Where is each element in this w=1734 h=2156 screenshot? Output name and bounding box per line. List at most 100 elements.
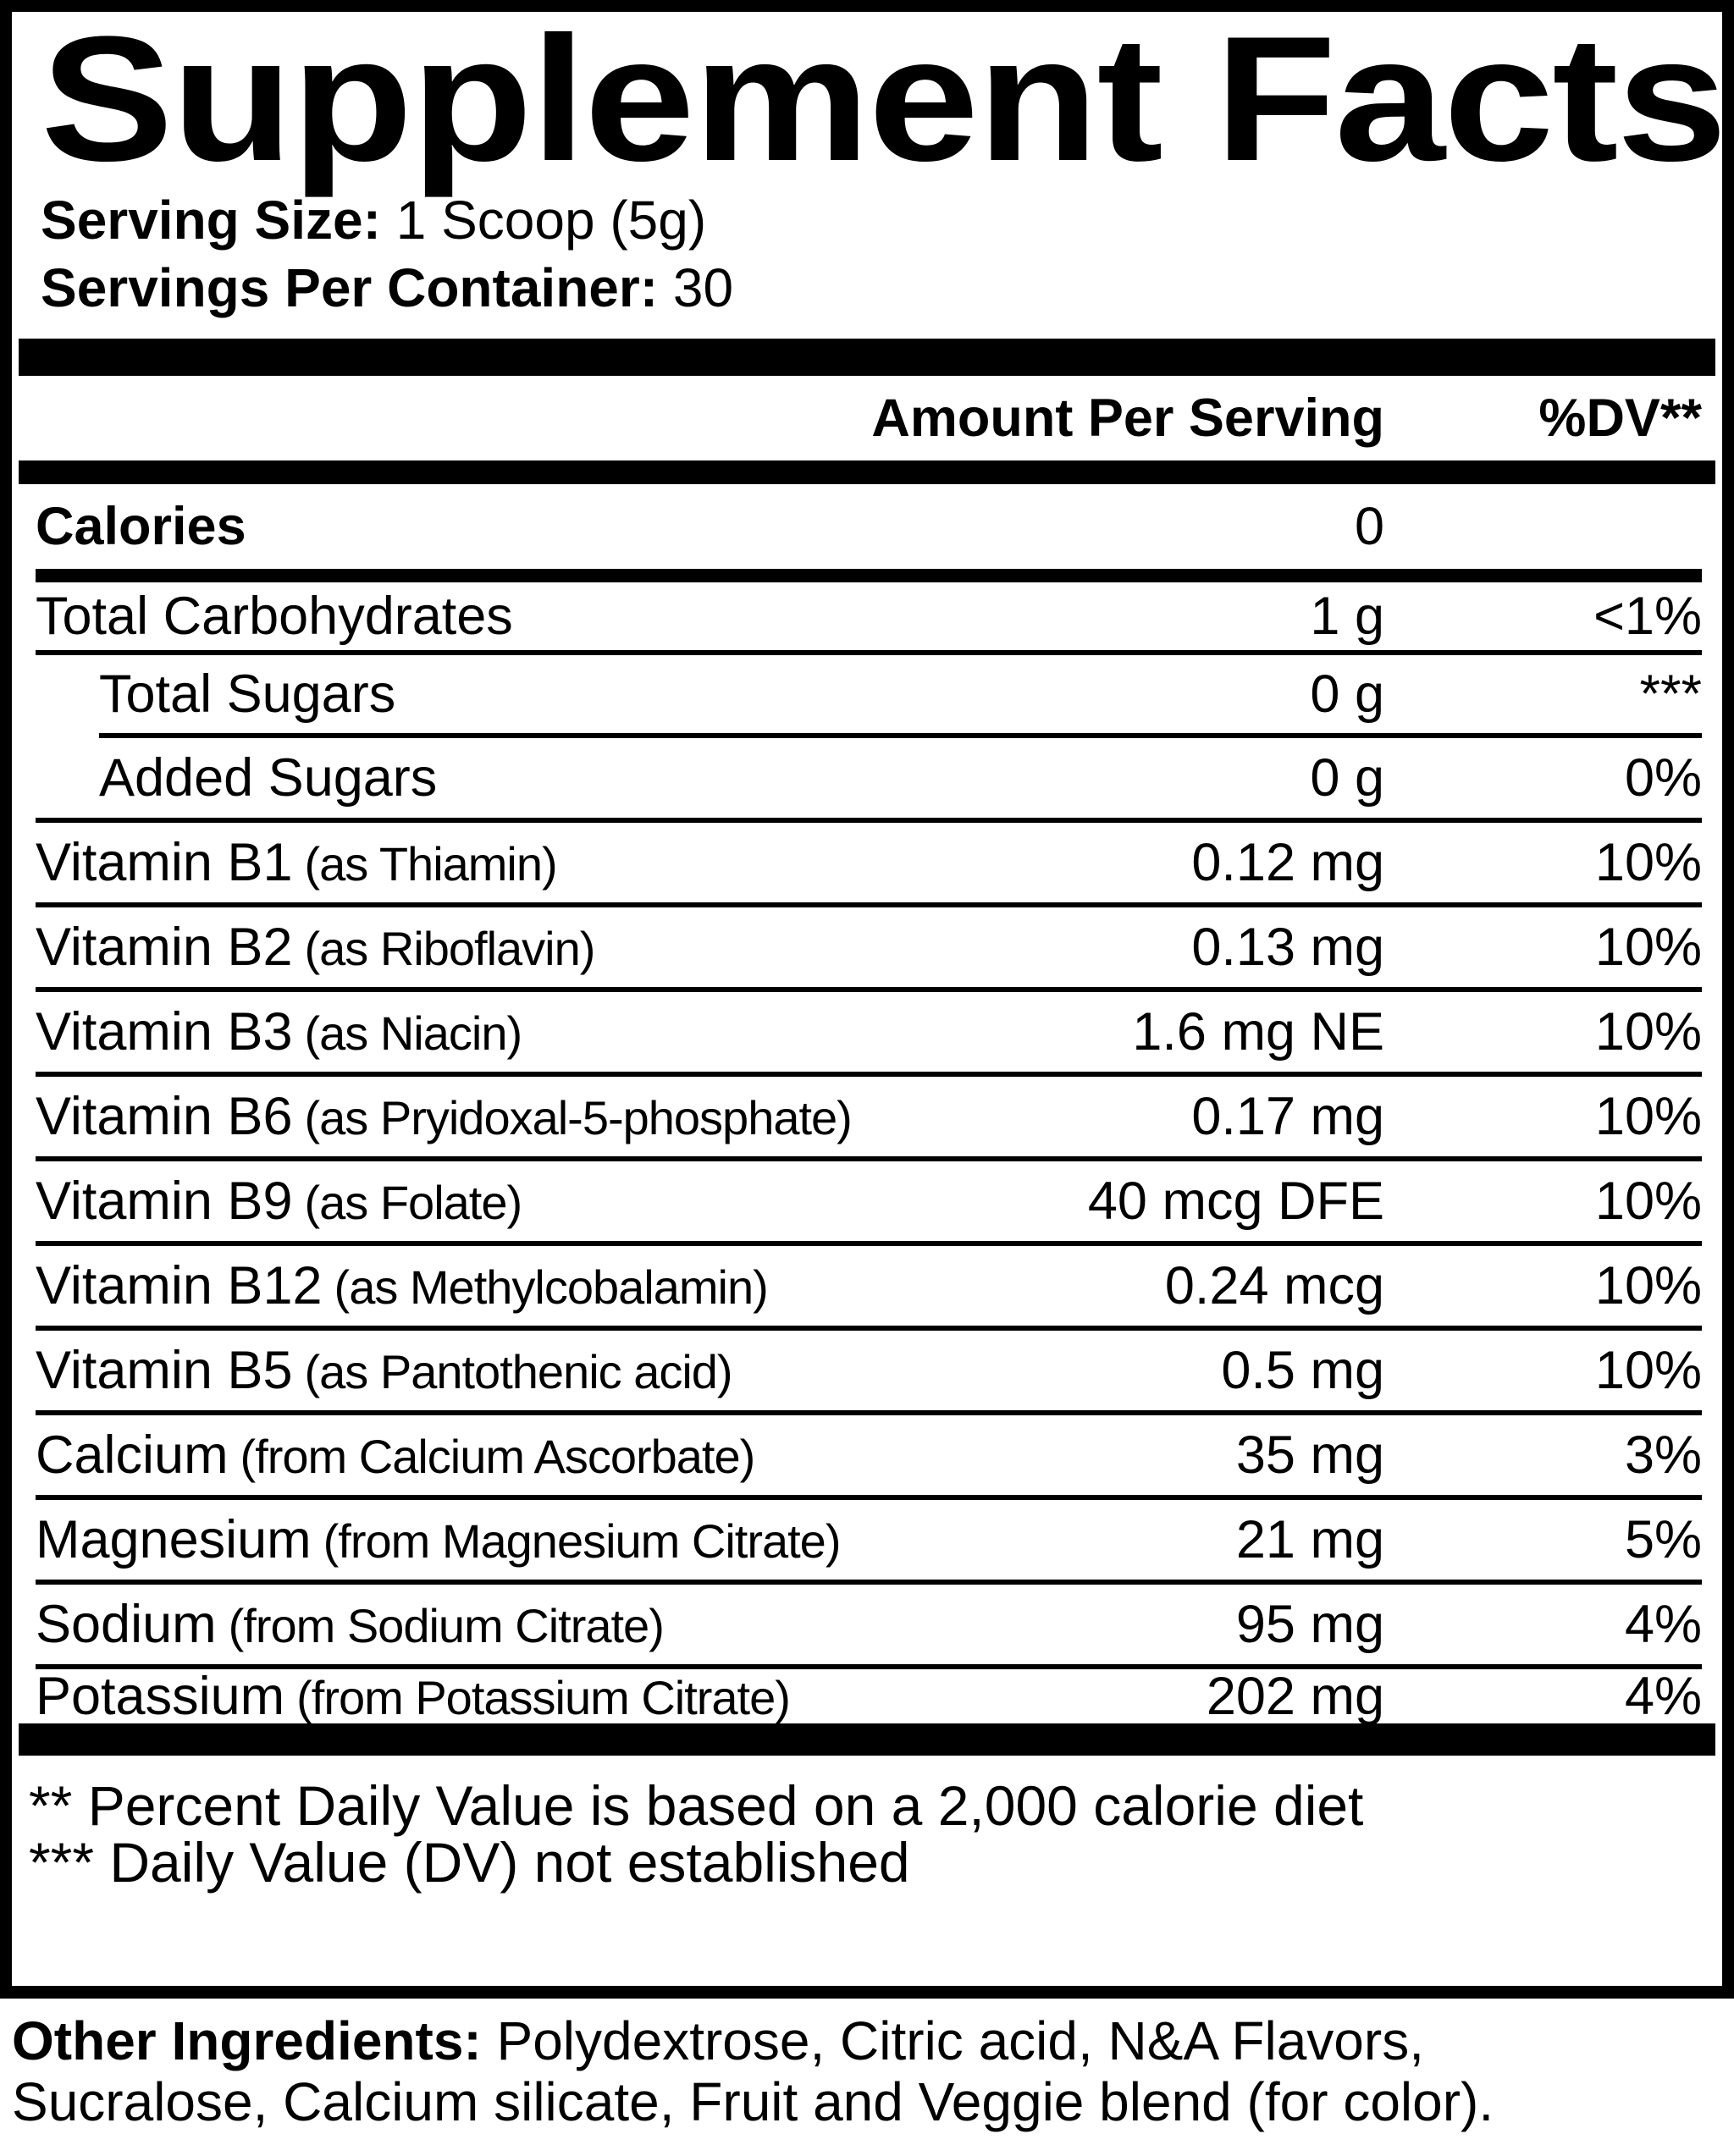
row-divider xyxy=(36,1156,1702,1161)
column-header-row: Amount Per Serving %DV** xyxy=(36,376,1702,460)
header-percent-dv: %DV** xyxy=(1538,389,1702,448)
nutrient-row-total-carbohydrates: Total Carbohydrates 1 g <1% xyxy=(36,582,1702,650)
row-divider xyxy=(36,1326,1702,1331)
nutrient-row-added-sugars: Added Sugars 0 g 0% xyxy=(36,738,1702,818)
nutrient-row-sodium: Sodium (from Sodium Citrate) 95 mg 4% xyxy=(36,1585,1702,1664)
row-divider xyxy=(36,1580,1702,1585)
nutrient-detail: (from Calcium Ascorbate) xyxy=(240,1430,756,1483)
footnotes: ** Percent Daily Value is based on a 2,0… xyxy=(29,1778,1702,1891)
servings-per-container-label: Servings Per Container: xyxy=(41,257,659,318)
nutrient-name: Total Carbohydrates xyxy=(36,587,513,646)
nutrient-name: Sodium xyxy=(36,1595,217,1654)
nutrient-amount: 21 mg xyxy=(1235,1510,1384,1569)
nutrient-dv: *** xyxy=(1639,664,1702,724)
header-amount-per-serving: Amount Per Serving xyxy=(871,389,1384,448)
nutrient-detail: (as Folate) xyxy=(304,1176,523,1229)
nutrient-amount: 95 mg xyxy=(1235,1595,1384,1654)
thick-rule-under-header xyxy=(19,460,1715,484)
nutrient-detail: (as Pantothenic acid) xyxy=(304,1345,733,1398)
nutrient-dv: 10% xyxy=(1594,833,1702,892)
nutrient-name: Total Sugars xyxy=(99,664,396,724)
nutrient-dv: 10% xyxy=(1594,1256,1702,1315)
nutrient-name: Magnesium xyxy=(36,1510,312,1569)
serving-size-value: 1 Scoop (5g) xyxy=(395,190,707,251)
nutrient-dv: 0% xyxy=(1624,748,1702,808)
nutrient-detail: (from Potassium Citrate) xyxy=(296,1671,791,1724)
nutrient-row-vitamin-b3: Vitamin B3 (as Niacin) 1.6 mg NE 10% xyxy=(36,992,1702,1072)
calories-amount: 0 xyxy=(1354,497,1384,556)
other-ingredients-label: Other Ingredients: xyxy=(12,2010,482,2071)
row-divider xyxy=(36,650,1702,655)
nutrient-dv: 10% xyxy=(1594,1172,1702,1231)
nutrient-row-magnesium: Magnesium (from Magnesium Citrate) 21 mg … xyxy=(36,1500,1702,1580)
panel-title: Supplement Facts xyxy=(41,0,1726,198)
nutrient-detail: (as Thiamin) xyxy=(304,837,558,891)
other-ingredients-line1: Polydextrose, Citric acid, N&A Flavors, xyxy=(496,2010,1424,2071)
nutrient-row-potassium: Potassium (from Potassium Citrate) 202 mg… xyxy=(36,1667,1702,1726)
nutrient-dv: 4% xyxy=(1624,1595,1702,1654)
nutrient-amount: 40 mcg DFE xyxy=(1087,1172,1384,1231)
nutrient-name: Vitamin B1 xyxy=(36,833,293,892)
row-divider xyxy=(36,1495,1702,1500)
nutrient-name: Vitamin B12 xyxy=(36,1256,323,1315)
nutrient-amount: 35 mg xyxy=(1235,1425,1384,1485)
servings-per-container-line: Servings Per Container: 30 xyxy=(41,254,1693,322)
nutrient-name: Vitamin B9 xyxy=(36,1172,293,1231)
thick-rule-top xyxy=(19,339,1715,376)
row-divider xyxy=(36,818,1702,823)
row-divider-indented xyxy=(99,733,1702,738)
nutrient-amount: 1.6 mg NE xyxy=(1132,1002,1384,1061)
nutrient-name: Potassium xyxy=(36,1667,285,1726)
nutrient-detail: (as Pryidoxal-5-phosphate) xyxy=(304,1091,853,1144)
nutrient-amount: 202 mg xyxy=(1206,1667,1384,1726)
thick-rule-bottom xyxy=(19,1723,1715,1756)
servings-per-container-value: 30 xyxy=(672,257,734,318)
nutrient-dv: <1% xyxy=(1593,587,1702,646)
row-divider xyxy=(36,1241,1702,1246)
nutrient-row-total-sugars: Total Sugars 0 g *** xyxy=(36,655,1702,733)
nutrient-dv: 10% xyxy=(1594,1341,1702,1400)
row-divider xyxy=(36,1664,1702,1669)
nutrient-row-vitamin-b6: Vitamin B6 (as Pryidoxal-5-phosphate) 0.1… xyxy=(36,1077,1702,1156)
nutrient-amount: 0 g xyxy=(1310,748,1384,808)
nutrient-detail: (from Magnesium Citrate) xyxy=(323,1514,842,1568)
nutrient-amount: 0 g xyxy=(1310,664,1384,724)
nutrient-row-calcium: Calcium (from Calcium Ascorbate) 35 mg 3% xyxy=(36,1415,1702,1495)
nutrient-dv: 10% xyxy=(1594,918,1702,977)
serving-size-label: Serving Size: xyxy=(41,190,381,251)
nutrient-amount: 0.5 mg xyxy=(1221,1341,1384,1400)
nutrient-row-vitamin-b2: Vitamin B2 (as Riboflavin) 0.13 mg 10% xyxy=(36,907,1702,987)
row-divider xyxy=(36,1072,1702,1077)
nutrient-dv: 5% xyxy=(1624,1510,1702,1569)
nutrient-detail: (as Niacin) xyxy=(304,1006,523,1060)
calories-row: Calories 0 xyxy=(36,484,1702,569)
nutrient-row-vitamin-b9: Vitamin B9 (as Folate) 40 mcg DFE 10% xyxy=(36,1161,1702,1241)
nutrient-name: Calcium xyxy=(36,1425,229,1485)
nutrient-detail: (from Sodium Citrate) xyxy=(228,1599,665,1652)
nutrient-amount: 0.17 mg xyxy=(1191,1087,1384,1146)
nutrient-name: Vitamin B3 xyxy=(36,1002,293,1061)
serving-size-line: Serving Size: 1 Scoop (5g) xyxy=(41,186,1693,254)
nutrient-name: Vitamin B2 xyxy=(36,918,293,977)
row-divider xyxy=(36,902,1702,907)
nutrient-amount: 1 g xyxy=(1310,587,1384,646)
nutrient-dv: 10% xyxy=(1594,1002,1702,1061)
nutrient-name: Added Sugars xyxy=(99,748,438,808)
nutrient-amount: 0.13 mg xyxy=(1191,918,1384,977)
nutrient-dv: 4% xyxy=(1624,1667,1702,1726)
nutrient-detail: (as Riboflavin) xyxy=(304,922,596,975)
nutrient-row-vitamin-b1: Vitamin B1 (as Thiamin) 0.12 mg 10% xyxy=(36,823,1702,902)
nutrient-row-vitamin-b12: Vitamin B12 (as Methylcobalamin) 0.24 mcg… xyxy=(36,1246,1702,1326)
row-divider xyxy=(36,987,1702,992)
nutrient-dv: 10% xyxy=(1594,1087,1702,1146)
other-ingredients-line2: Sucralose, Calcium silicate, Fruit and V… xyxy=(12,2071,1494,2132)
nutrient-detail: (as Methylcobalamin) xyxy=(334,1260,769,1314)
nutrient-amount: 0.12 mg xyxy=(1191,833,1384,892)
medium-rule-under-calories xyxy=(36,569,1702,582)
nutrient-name: Vitamin B5 xyxy=(36,1341,293,1400)
nutrient-name: Vitamin B6 xyxy=(36,1087,293,1146)
nutrient-dv: 3% xyxy=(1624,1425,1702,1485)
row-divider xyxy=(36,1410,1702,1415)
other-ingredients: Other Ingredients: Polydextrose, Citric … xyxy=(12,2010,1722,2132)
footnote-percent-dv: ** Percent Daily Value is based on a 2,0… xyxy=(29,1774,1364,1837)
